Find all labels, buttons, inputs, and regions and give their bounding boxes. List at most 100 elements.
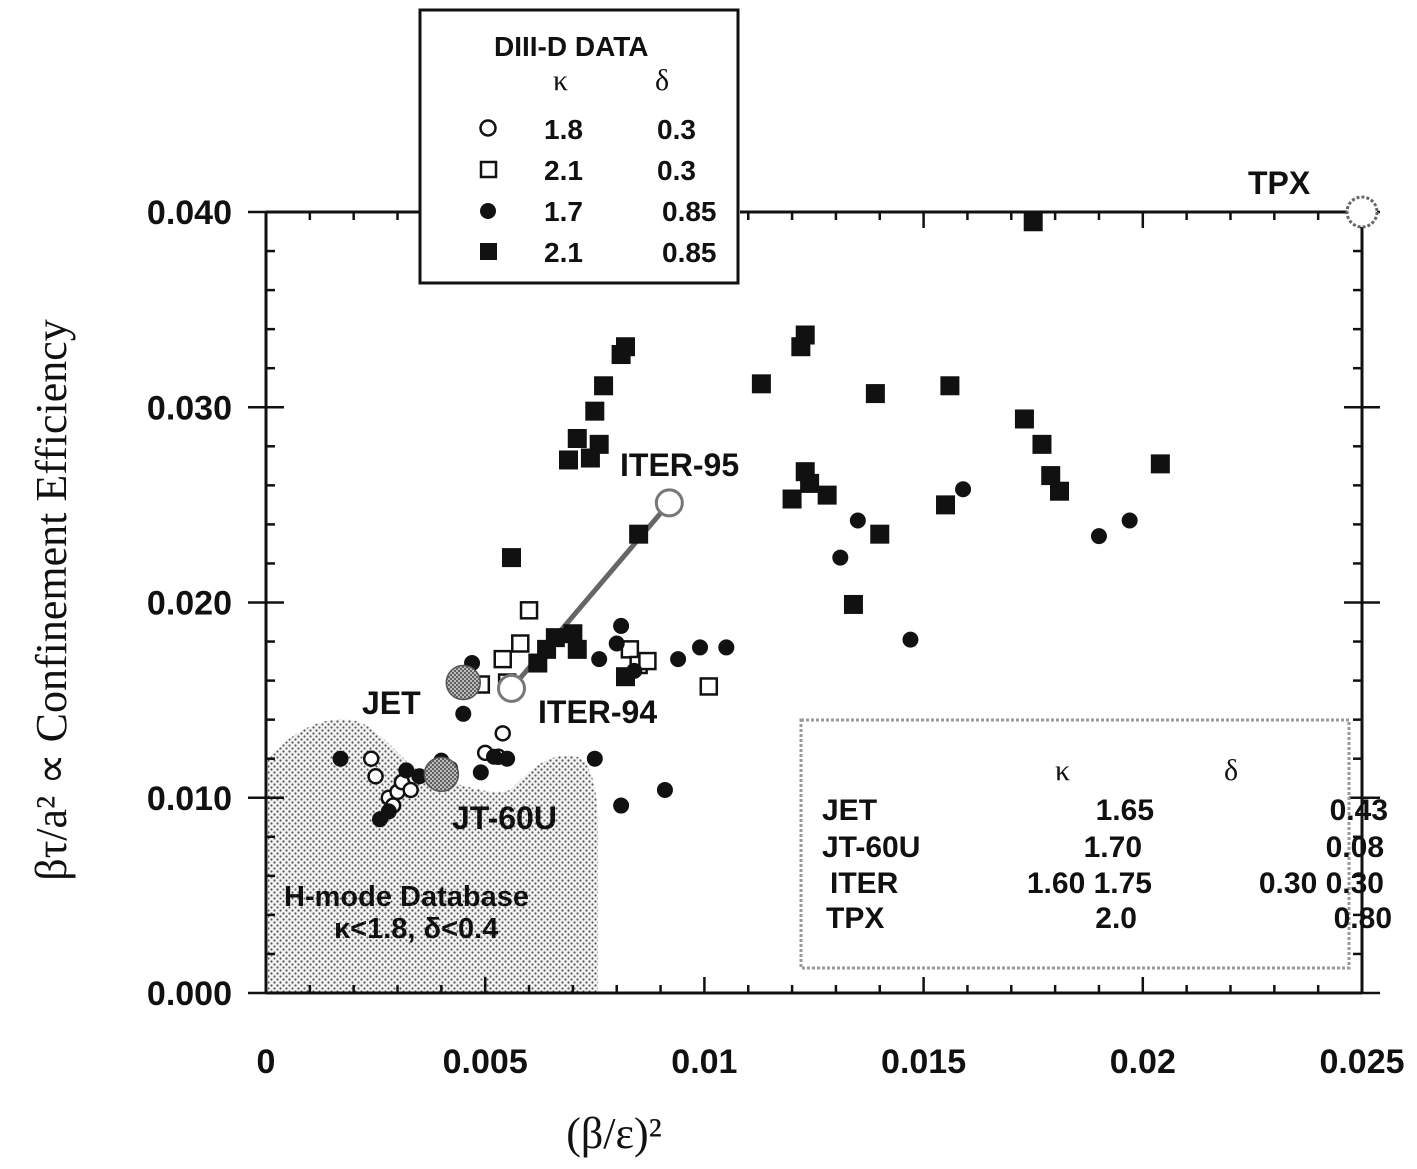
x-tick-label: 0.01 (671, 1043, 737, 1081)
data-point-filled-circle (1121, 512, 1138, 529)
data-point-filled-square (870, 524, 890, 544)
table-row-tpx-delta: 0.80 (1334, 902, 1392, 935)
data-point-filled-circle (718, 639, 735, 656)
data-point-filled-circle (955, 481, 972, 498)
data-point-filled-square (502, 548, 522, 568)
table-row-jt60u-name: JT-60U (822, 831, 920, 864)
legend-row-3-kappa: 1.7 (544, 196, 583, 227)
x-tick-label: 0 (257, 1043, 276, 1081)
data-point-filled-circle (613, 617, 630, 634)
y-tick-label: 0.000 (147, 975, 232, 1013)
iter-95-label: ITER-95 (620, 447, 739, 483)
y-axis-title: βτ/a² ∝ Confinement Efficiency (27, 319, 76, 881)
data-point-open-square (699, 677, 719, 696)
data-point-filled-circle (398, 762, 415, 779)
legend-row-1-kappa: 1.8 (544, 114, 583, 145)
legend-delta-header: δ (655, 64, 669, 97)
data-point-filled-square (782, 489, 802, 509)
data-point-filled-square (1050, 481, 1070, 501)
data-point-filled-circle (455, 705, 472, 722)
table-row-jt60u-kappa: 1.70 (1084, 831, 1142, 864)
data-point-filled-square (594, 376, 614, 396)
y-tick-label: 0.030 (147, 389, 232, 427)
y-tick-label: 0.010 (147, 780, 232, 818)
machine-markers (423, 195, 1379, 793)
data-point-filled-square (843, 594, 863, 614)
legend-kappa-header: κ (553, 64, 568, 97)
x-tick-label: 0.015 (881, 1043, 966, 1081)
data-point-open-circle (367, 768, 384, 785)
legend-row-2-kappa: 2.1 (544, 155, 583, 186)
legend-filled-circle-marker (480, 203, 496, 219)
data-point-filled-square (865, 384, 885, 404)
data-point-filled-circle (1090, 528, 1107, 545)
table-row-iter-name: ITER (830, 867, 899, 900)
data-point-filled-circle (499, 750, 516, 767)
legend-row-3-delta: 0.85 (662, 196, 717, 227)
data-point-filled-circle (656, 781, 673, 798)
machine-parameter-table: κ δ JET 1.65 0.43 JT-60U 1.70 0.08 ITER … (799, 718, 1392, 970)
machine-marker-jt-60u (423, 756, 460, 793)
data-point-filled-square (615, 337, 635, 357)
jt-60u-label: JT-60U (452, 800, 557, 836)
data-point-filled-circle (472, 764, 489, 781)
machine-marker-jet (445, 664, 482, 701)
data-point-filled-circle (332, 750, 349, 767)
data-point-open-square (519, 601, 539, 620)
table-delta-header: δ (1224, 754, 1238, 787)
x-axis-title: (β/ε)² (566, 1109, 662, 1158)
data-point-filled-square (1023, 212, 1043, 232)
data-point-filled-square (817, 485, 837, 505)
data-point-filled-circle (849, 512, 866, 529)
data-point-filled-circle (613, 797, 630, 814)
y-axis-tick-labels: 0.000 0.010 0.020 0.030 0.040 (147, 194, 232, 1013)
legend-row-4-kappa: 2.1 (544, 237, 583, 268)
x-tick-label: 0.02 (1110, 1043, 1176, 1081)
h-mode-database-region (268, 719, 598, 993)
table-row-tpx-kappa: 2.0 (1095, 902, 1137, 935)
machine-marker-tpx (1345, 195, 1379, 229)
data-point-open-square (638, 651, 657, 671)
iter-94-label: ITER-94 (538, 694, 657, 730)
data-points (332, 212, 1170, 828)
data-point-filled-circle (902, 631, 919, 648)
jet-label: JET (362, 685, 421, 721)
data-point-filled-square (795, 325, 815, 345)
table-row-jet-delta: 0.43 (1330, 794, 1388, 827)
data-point-filled-square (936, 495, 956, 515)
data-point-open-circle (402, 781, 419, 799)
data-point-filled-square (589, 434, 609, 454)
tpx-label: TPX (1248, 165, 1311, 201)
data-point-filled-square (563, 624, 583, 644)
data-point-filled-circle (411, 768, 428, 785)
legend-row-1-delta: 0.3 (657, 114, 696, 145)
legend-filled-square-marker (480, 243, 497, 260)
x-tick-label: 0.025 (1319, 1043, 1404, 1081)
legend-title: DIII-D DATA (494, 31, 649, 62)
data-point-filled-circle (670, 651, 687, 668)
data-point-filled-square (800, 473, 820, 493)
data-point-filled-square (1041, 466, 1061, 486)
legend-row-4-delta: 0.85 (662, 237, 717, 268)
data-point-filled-circle (692, 639, 709, 656)
legend-open-square-marker (479, 160, 498, 179)
table-row-jet-kappa: 1.65 (1096, 794, 1154, 827)
data-point-filled-circle (591, 651, 608, 668)
h-mode-region-label: H-mode Database (284, 881, 529, 913)
data-point-filled-circle (608, 635, 625, 652)
x-axis-tick-labels: 0 0.005 0.01 0.015 0.02 0.025 (257, 1043, 1405, 1081)
data-point-filled-square (558, 450, 578, 470)
table-row-jt60u-delta: 0.08 (1326, 831, 1384, 864)
table-row-jet-name: JET (822, 794, 877, 827)
data-point-filled-square (567, 639, 587, 659)
legend-open-circle-marker (479, 119, 497, 137)
data-point-filled-square (615, 667, 635, 687)
table-kappa-header: κ (1055, 754, 1070, 787)
data-point-open-circle (494, 725, 511, 742)
data-point-filled-circle (832, 549, 849, 566)
data-point-open-square (493, 649, 512, 669)
data-point-filled-square (751, 374, 771, 394)
data-point-filled-square (567, 428, 587, 448)
h-mode-region-condition: κ<1.8, δ<0.4 (334, 913, 498, 945)
data-point-filled-square (1032, 434, 1052, 454)
